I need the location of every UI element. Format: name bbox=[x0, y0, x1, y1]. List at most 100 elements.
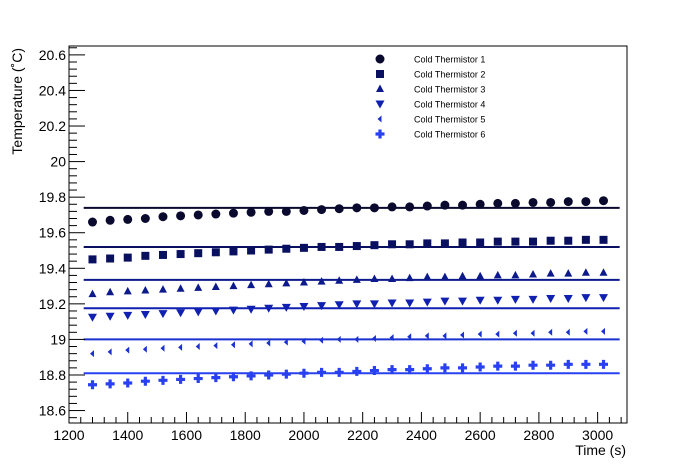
data-point bbox=[194, 249, 203, 258]
x-tick-label: 2600 bbox=[465, 427, 496, 443]
data-point bbox=[178, 343, 183, 351]
data-point bbox=[565, 328, 570, 336]
data-point bbox=[264, 370, 274, 380]
data-point bbox=[476, 271, 485, 280]
data-point bbox=[581, 359, 591, 369]
data-point bbox=[228, 208, 238, 218]
data-point bbox=[264, 206, 274, 216]
legend-marker bbox=[376, 84, 384, 92]
data-point bbox=[283, 338, 288, 346]
data-point bbox=[106, 254, 115, 263]
data-point bbox=[546, 360, 556, 370]
data-point bbox=[264, 304, 274, 313]
y-tick-label: 19.4 bbox=[39, 260, 66, 276]
data-point bbox=[422, 364, 432, 374]
legend-marker bbox=[375, 129, 385, 139]
data-point bbox=[123, 253, 132, 262]
data-point bbox=[440, 297, 450, 306]
data-point bbox=[228, 372, 238, 382]
data-point bbox=[599, 294, 609, 303]
data-point bbox=[563, 359, 573, 369]
data-point bbox=[407, 333, 412, 341]
data-point bbox=[319, 336, 324, 344]
legend-marker bbox=[377, 115, 382, 123]
data-point bbox=[335, 242, 344, 251]
data-point bbox=[299, 368, 309, 378]
data-point bbox=[581, 268, 590, 276]
data-point bbox=[123, 214, 133, 224]
data-point bbox=[511, 237, 520, 246]
data-point bbox=[388, 274, 397, 282]
data-point bbox=[335, 276, 344, 284]
data-point bbox=[211, 209, 221, 219]
data-point bbox=[458, 200, 468, 210]
data-point bbox=[230, 341, 235, 349]
data-point bbox=[387, 365, 397, 375]
data-point bbox=[281, 369, 291, 379]
data-point bbox=[546, 236, 555, 245]
data-point bbox=[510, 198, 520, 208]
data-point bbox=[405, 202, 415, 212]
data-point bbox=[512, 329, 517, 337]
data-point bbox=[476, 238, 485, 247]
data-point bbox=[352, 242, 361, 251]
data-point bbox=[528, 197, 538, 207]
data-point bbox=[105, 379, 115, 389]
data-point bbox=[405, 240, 414, 249]
data-point bbox=[106, 287, 115, 296]
data-point bbox=[581, 294, 591, 303]
x-axis-label: Time (s) bbox=[575, 442, 626, 458]
y-tick-label: 18.6 bbox=[39, 403, 66, 419]
data-point bbox=[282, 244, 291, 253]
data-point bbox=[299, 205, 309, 215]
data-point bbox=[495, 330, 500, 338]
data-point bbox=[475, 199, 485, 209]
x-tick-label: 1600 bbox=[171, 427, 202, 443]
data-point bbox=[176, 211, 186, 221]
data-point bbox=[176, 374, 186, 384]
data-point bbox=[158, 250, 167, 259]
x-tick-label: 1200 bbox=[53, 427, 84, 443]
data-point bbox=[388, 240, 397, 249]
data-point bbox=[370, 274, 379, 282]
data-point bbox=[125, 346, 130, 354]
data-point bbox=[369, 300, 379, 309]
y-axis: 18.6 18.8 19 19.2 19.4 19.6 19.8 20 20.2 20.4 20.6 bbox=[39, 47, 85, 419]
data-point bbox=[583, 327, 588, 335]
data-point bbox=[599, 359, 609, 369]
data-point bbox=[440, 200, 450, 210]
data-point bbox=[213, 342, 218, 350]
data-point bbox=[493, 361, 503, 371]
data-point bbox=[176, 309, 186, 318]
data-point bbox=[158, 212, 168, 222]
data-point bbox=[493, 296, 503, 305]
data-point bbox=[317, 205, 327, 215]
data-point bbox=[371, 335, 376, 343]
y-tick-label: 18.8 bbox=[39, 367, 66, 383]
y-axis-label: Temperature (˚C) bbox=[9, 48, 25, 155]
data-point bbox=[387, 202, 397, 212]
data-point bbox=[123, 311, 133, 320]
data-point bbox=[211, 307, 221, 316]
data-point bbox=[458, 238, 467, 247]
x-tick-label: 1400 bbox=[112, 427, 143, 443]
data-point bbox=[160, 344, 165, 352]
data-point bbox=[546, 269, 555, 277]
y-tick-label: 20.4 bbox=[39, 82, 66, 98]
data-point bbox=[511, 270, 520, 279]
legend-label: Cold Thermistor 4 bbox=[414, 100, 485, 110]
data-point bbox=[141, 251, 150, 260]
data-point bbox=[299, 243, 308, 252]
data-point bbox=[317, 367, 327, 377]
data-point bbox=[246, 305, 256, 314]
data-point bbox=[158, 285, 167, 293]
data-point bbox=[546, 295, 556, 304]
series-5 bbox=[89, 327, 606, 358]
data-point bbox=[477, 330, 482, 338]
data-point bbox=[510, 295, 520, 304]
data-point bbox=[423, 239, 432, 248]
y-tick-label: 20.6 bbox=[39, 47, 66, 63]
data-point bbox=[422, 201, 432, 211]
data-point bbox=[424, 332, 429, 340]
data-point bbox=[493, 270, 502, 279]
